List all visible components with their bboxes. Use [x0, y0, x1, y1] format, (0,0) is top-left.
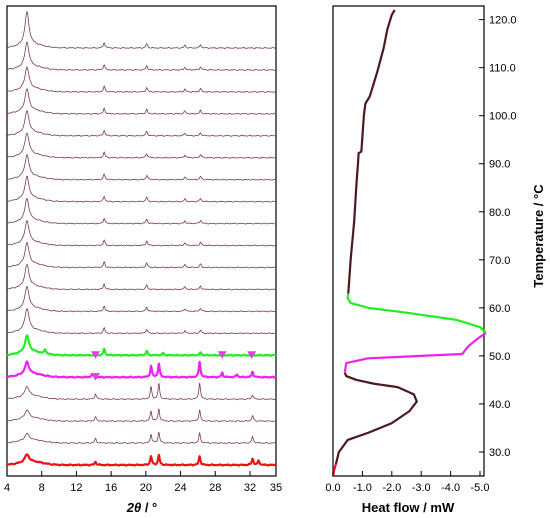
xrd-x-axis-label: 2θ / °	[126, 500, 158, 515]
xrd-pattern-8	[7, 198, 276, 224]
xrd-pattern-3	[7, 89, 276, 115]
dsc-y-tick-label: 50.0	[489, 351, 510, 363]
dsc-y-tick-label: 80.0	[489, 207, 510, 219]
xrd-x-tick-label: 16	[105, 482, 117, 494]
xrd-pattern-2	[7, 67, 276, 92]
dsc-x-tick-label: 0.0	[325, 482, 340, 494]
dsc-y-tick-label: 70.0	[489, 255, 510, 267]
xrd-x-tick-label: 24	[174, 482, 186, 494]
xrd-pattern-9	[7, 221, 276, 246]
dsc-x-tick-label: -2.0	[382, 482, 401, 494]
xrd-pattern-19	[7, 454, 276, 465]
xrd-x-tick-label: 20	[140, 482, 152, 494]
xrd-panel: 4 8 12 16 20 24 28 32 35 2θ / °	[4, 6, 282, 515]
dsc-segment-2	[345, 333, 486, 373]
xrd-pattern-16	[7, 383, 276, 400]
xrd-x-axis-symbol: 2θ	[126, 500, 141, 515]
xrd-pattern-6	[7, 155, 276, 181]
dsc-segment-4	[348, 10, 394, 293]
xrd-x-axis-unit: / °	[141, 500, 157, 515]
xrd-x-tick-label: 12	[70, 482, 82, 494]
dsc-y-axis-label: Temperature / °C	[531, 184, 546, 288]
xrd-x-tick-label: 8	[39, 482, 45, 494]
xrd-pattern-13	[7, 309, 276, 334]
xrd-plot-frame	[7, 6, 276, 476]
dsc-y-tick-label: 30.0	[489, 447, 510, 459]
xrd-x-axis: 4 8 12 16 20 24 28 32 35	[4, 471, 282, 494]
dsc-y-tick-label: 60.0	[489, 303, 510, 315]
dsc-x-tick-label: -3.0	[412, 482, 431, 494]
dsc-x-axis-label: Heat flow / mW	[362, 500, 455, 515]
dsc-y-axis: 30.0 40.0 50.0 60.0 70.0 80.0 90.0 100.0 110.0 12…	[479, 15, 517, 459]
xrd-pattern-0	[7, 12, 276, 49]
dsc-x-tick-label: -5.0	[471, 482, 490, 494]
xrd-pattern-15	[7, 362, 276, 378]
xrd-pattern-4	[7, 111, 276, 137]
dsc-x-axis: 0.0 -1.0 -2.0 -3.0 -4.0 -5.0	[325, 471, 489, 494]
dsc-y-tick-label: 40.0	[489, 399, 510, 411]
xrd-x-tick-label: 4	[4, 482, 10, 494]
dsc-x-tick-label: -1.0	[353, 482, 372, 494]
dsc-segment-1	[336, 373, 417, 464]
xrd-pattern-5	[7, 133, 276, 158]
xrd-x-tick-label: 32	[244, 482, 256, 494]
dsc-y-tick-label: 100.0	[489, 111, 517, 123]
dsc-y-tick-label: 110.0	[489, 63, 516, 75]
dsc-y-tick-label: 90.0	[489, 159, 510, 171]
dsc-segment-3	[348, 293, 486, 332]
dsc-y-tick-label: 120.0	[489, 15, 517, 27]
xrd-pattern-12	[7, 287, 276, 312]
xrd-pattern-18	[7, 432, 276, 443]
dsc-plot-frame	[333, 6, 484, 476]
xrd-pattern-11	[7, 265, 276, 290]
xrd-patterns	[7, 12, 276, 466]
dsc-x-tick-label: -4.0	[441, 482, 460, 494]
xrd-pattern-14	[7, 335, 276, 355]
xrd-pattern-17	[7, 409, 276, 422]
dsc-curve	[333, 10, 486, 476]
dsc-panel: 0.0 -1.0 -2.0 -3.0 -4.0 -5.0 30.0 40.0 50.0 60.0…	[325, 6, 546, 515]
xrd-x-tick-label: 35	[270, 482, 282, 494]
xrd-x-tick-label: 28	[209, 482, 221, 494]
